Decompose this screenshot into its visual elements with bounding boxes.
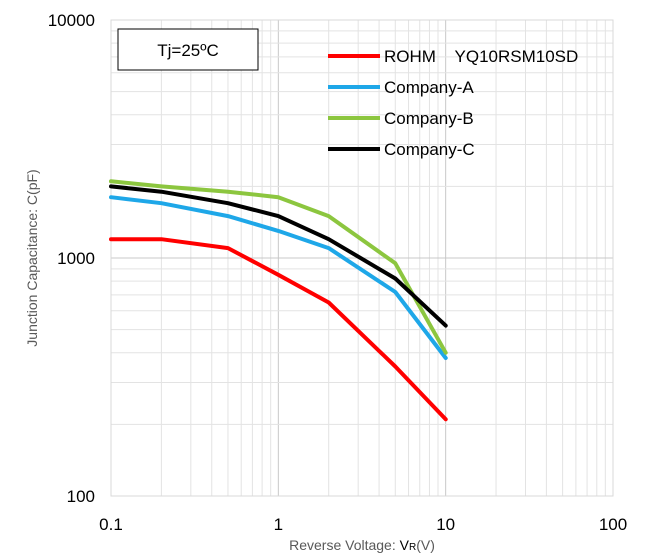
x-tick-label: 0.1 <box>99 515 123 534</box>
x-tick-label: 10 <box>436 515 455 534</box>
legend-label-2: Company-A <box>384 78 474 97</box>
plot-area-border <box>110 19 614 497</box>
annotation-box: Tj=25ºC <box>117 28 259 71</box>
y-tick-label: 1000 <box>57 249 95 268</box>
legend-label-1: ROHM YQ10RSM10SD <box>384 47 578 66</box>
x-tick-label: 100 <box>599 515 627 534</box>
series-line-3 <box>109 179 448 355</box>
series-line-2 <box>109 195 448 360</box>
x-axis-title: Reverse Voltage: VR(V) <box>289 537 435 553</box>
x-axis-title-symbol: V <box>400 537 410 553</box>
series-line-1 <box>109 237 448 422</box>
series-lines <box>109 179 448 422</box>
legend: ROHM YQ10RSM10SD Company-A Company-B Compan… <box>328 47 578 159</box>
annotation-frame <box>117 28 259 71</box>
legend-label-3: Company-B <box>384 109 474 128</box>
annotation-text: Tj=25ºC <box>157 41 218 60</box>
y-tick-labels: 10000 1000 100 <box>48 11 95 506</box>
legend-label-4: Company-C <box>384 140 475 159</box>
series-line-4 <box>109 184 448 328</box>
x-tick-labels: 0.1 1 10 100 <box>99 515 627 534</box>
y-axis-title: Junction Capacitance: C(pF) <box>24 169 40 346</box>
x-axis-title-unit: (V) <box>416 537 435 553</box>
x-tick-label: 1 <box>274 515 283 534</box>
grid <box>111 20 613 496</box>
y-tick-label: 10000 <box>48 11 95 30</box>
x-axis-title-subscript: R <box>409 542 416 553</box>
x-axis-title-text: Reverse Voltage: <box>289 537 400 553</box>
y-tick-label: 100 <box>67 487 95 506</box>
